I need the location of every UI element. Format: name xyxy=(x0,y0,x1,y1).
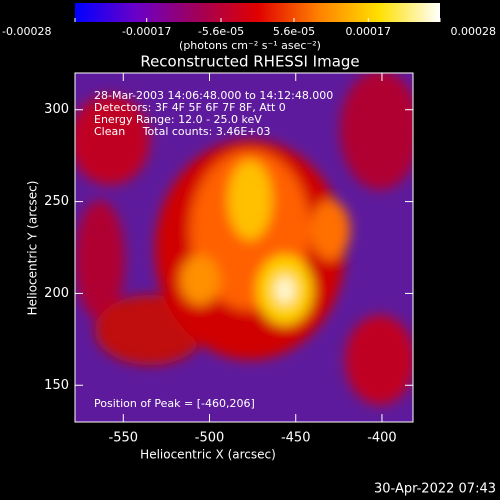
colorbar-label: (photons cm⁻² s⁻¹ asec⁻²) xyxy=(179,39,321,52)
plot-frame xyxy=(74,72,414,423)
annotation: Detectors: 3F 4F 5F 6F 7F 8F, Att 0 xyxy=(94,101,286,114)
colorbar-tick-label: -0.00028 xyxy=(2,25,51,38)
y-tick-label: 250 xyxy=(44,194,69,209)
colorbar-tick-label: -5.6e-05 xyxy=(198,25,244,38)
colorbar-tick-label: 0.00017 xyxy=(346,25,392,38)
image xyxy=(75,73,413,422)
annotation: 28-Mar-2003 14:06:48.000 to 14:12:48.000 xyxy=(94,89,333,102)
colorbar-tick-label: 0.00028 xyxy=(451,25,497,38)
x-tick-label: -450 xyxy=(281,431,311,446)
annotation: Clean Total counts: 3.46E+03 xyxy=(94,125,271,138)
x-tick-label: -550 xyxy=(109,431,139,446)
footer: 30-Apr-2022 07:43 xyxy=(374,482,496,497)
colorbar xyxy=(75,3,440,22)
x-axis-label: Heliocentric X (arcsec) xyxy=(140,448,276,462)
y-tick-label: 150 xyxy=(44,378,69,393)
peak-label: Position of Peak = [-460,206] xyxy=(94,397,255,410)
colorbar-tick-label: -0.00017 xyxy=(122,25,171,38)
y-tick-label: 200 xyxy=(44,286,69,301)
x-tick-label: -500 xyxy=(195,431,225,446)
chart-title: Reconstructed RHESSI Image xyxy=(140,53,359,71)
y-axis-label: Heliocentric Y (arcsec) xyxy=(26,181,40,316)
colorbar-tick-label: 5.6e-05 xyxy=(273,25,315,38)
annotation: Energy Range: 12.0 - 25.0 keV xyxy=(94,113,262,126)
x-tick-label: -400 xyxy=(367,431,397,446)
y-tick-label: 300 xyxy=(44,102,69,117)
